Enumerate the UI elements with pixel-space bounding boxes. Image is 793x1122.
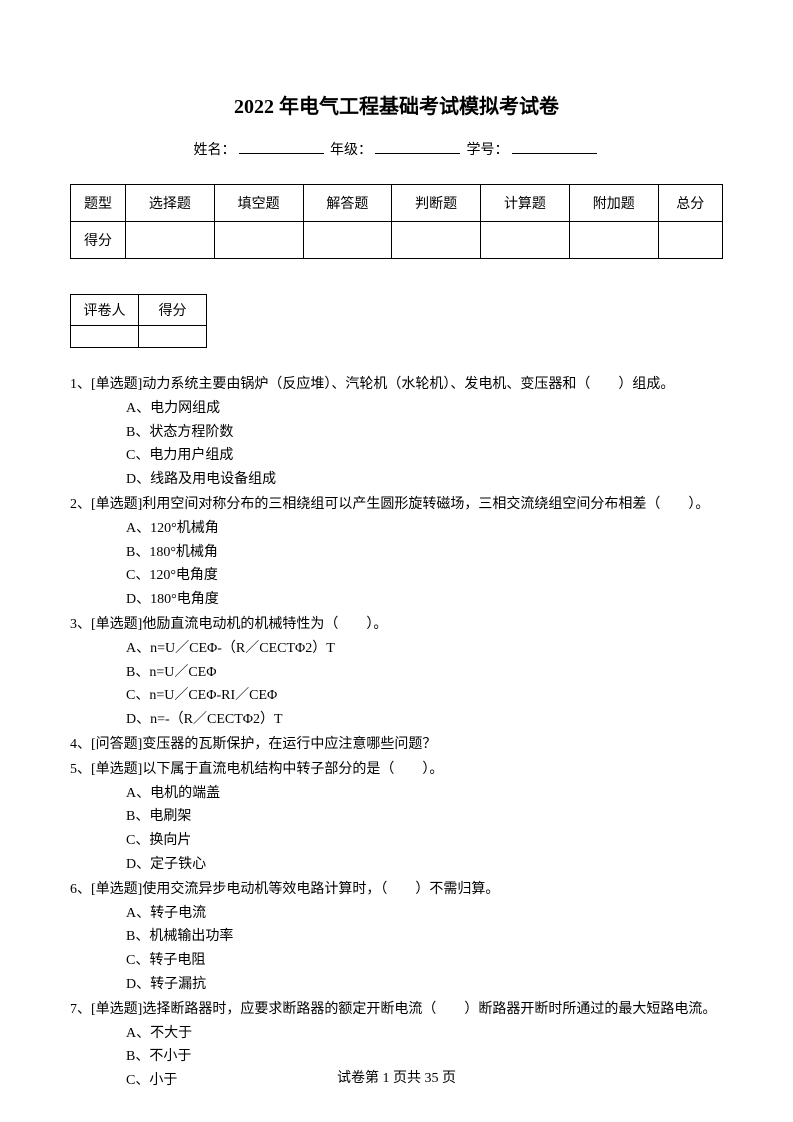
grader-value-row: [71, 326, 207, 348]
question-text: 4、[问答题]变压器的瓦斯保护，在运行中应注意哪些问题？: [70, 733, 723, 757]
question-option: B、状态方程阶数: [70, 421, 723, 445]
question-option: B、电刷架: [70, 805, 723, 829]
question-option: B、机械输出功率: [70, 925, 723, 949]
grader-score-value-cell: [139, 326, 207, 348]
score-header-cell: 判断题: [392, 185, 481, 222]
question-option: C、换向片: [70, 829, 723, 853]
question-option: D、线路及用电设备组成: [70, 468, 723, 492]
page-footer: 试卷第 1 页共 35 页: [0, 1067, 793, 1087]
question-option: A、120°机械角: [70, 517, 723, 541]
question-text: 2、[单选题]利用空间对称分布的三相绕组可以产生圆形旋转磁场，三相交流绕组空间分…: [70, 493, 723, 517]
name-label: 姓名：: [194, 143, 236, 158]
question-item: 4、[问答题]变压器的瓦斯保护，在运行中应注意哪些问题？: [70, 733, 723, 757]
score-header-cell: 题型: [71, 185, 126, 222]
score-table-value-row: 得分: [71, 222, 723, 259]
grader-table: 评卷人 得分: [70, 294, 207, 348]
question-option: D、转子漏抗: [70, 973, 723, 997]
score-header-cell: 选择题: [126, 185, 215, 222]
score-table: 题型 选择题 填空题 解答题 判断题 计算题 附加题 总分 得分: [70, 184, 723, 259]
question-option: A、电力网组成: [70, 397, 723, 421]
grader-score-label-cell: 得分: [139, 295, 207, 326]
question-option: B、n=U／CEΦ: [70, 661, 723, 685]
score-value-cell: [126, 222, 215, 259]
grader-header-row: 评卷人 得分: [71, 295, 207, 326]
score-value-cell: [569, 222, 658, 259]
question-text: 6、[单选题]使用交流异步电动机等效电路计算时，（ ）不需归算。: [70, 878, 723, 902]
question-option: D、n=-（R／CECTΦ2）T: [70, 708, 723, 732]
question-option: C、n=U／CEΦ-RI／CEΦ: [70, 684, 723, 708]
score-table-header-row: 题型 选择题 填空题 解答题 判断题 计算题 附加题 总分: [71, 185, 723, 222]
questions-container: 1、[单选题]动力系统主要由锅炉（反应堆）、汽轮机（水轮机）、发电机、变压器和（…: [70, 373, 723, 1093]
student-info-line: 姓名： 年级： 学号：: [70, 139, 723, 159]
question-text: 1、[单选题]动力系统主要由锅炉（反应堆）、汽轮机（水轮机）、发电机、变压器和（…: [70, 373, 723, 397]
score-value-cell: [392, 222, 481, 259]
id-blank: [512, 153, 597, 154]
question-item: 2、[单选题]利用空间对称分布的三相绕组可以产生圆形旋转磁场，三相交流绕组空间分…: [70, 493, 723, 612]
score-header-cell: 附加题: [569, 185, 658, 222]
question-option: A、转子电流: [70, 902, 723, 926]
question-option: C、电力用户组成: [70, 444, 723, 468]
score-label-cell: 得分: [71, 222, 126, 259]
question-text: 7、[单选题]选择断路器时，应要求断路器的额定开断电流（ ）断路器开断时所通过的…: [70, 998, 723, 1022]
exam-title: 2022 年电气工程基础考试模拟考试卷: [70, 90, 723, 119]
score-header-cell: 总分: [658, 185, 722, 222]
question-option: D、180°电角度: [70, 588, 723, 612]
score-value-cell: [658, 222, 722, 259]
score-value-cell: [303, 222, 392, 259]
score-value-cell: [214, 222, 303, 259]
question-option: A、n=U／CEΦ-（R／CECTΦ2）T: [70, 637, 723, 661]
grader-label-cell: 评卷人: [71, 295, 139, 326]
question-item: 3、[单选题]他励直流电动机的机械特性为（ ）。A、n=U／CEΦ-（R／CEC…: [70, 613, 723, 732]
question-option: C、120°电角度: [70, 564, 723, 588]
question-option: B、180°机械角: [70, 541, 723, 565]
grade-label: 年级：: [330, 143, 372, 158]
id-label: 学号：: [467, 143, 509, 158]
question-item: 5、[单选题]以下属于直流电机结构中转子部分的是（ ）。A、电机的端盖B、电刷架…: [70, 758, 723, 877]
question-option: A、电机的端盖: [70, 782, 723, 806]
grader-value-cell: [71, 326, 139, 348]
score-header-cell: 计算题: [481, 185, 570, 222]
name-blank: [239, 153, 324, 154]
question-option: C、转子电阻: [70, 949, 723, 973]
question-text: 3、[单选题]他励直流电动机的机械特性为（ ）。: [70, 613, 723, 637]
question-item: 1、[单选题]动力系统主要由锅炉（反应堆）、汽轮机（水轮机）、发电机、变压器和（…: [70, 373, 723, 492]
question-option: A、不大于: [70, 1022, 723, 1046]
grade-blank: [375, 153, 460, 154]
score-header-cell: 解答题: [303, 185, 392, 222]
question-text: 5、[单选题]以下属于直流电机结构中转子部分的是（ ）。: [70, 758, 723, 782]
score-header-cell: 填空题: [214, 185, 303, 222]
question-item: 6、[单选题]使用交流异步电动机等效电路计算时，（ ）不需归算。A、转子电流B、…: [70, 878, 723, 997]
question-option: D、定子铁心: [70, 853, 723, 877]
question-option: B、不小于: [70, 1045, 723, 1069]
score-value-cell: [481, 222, 570, 259]
